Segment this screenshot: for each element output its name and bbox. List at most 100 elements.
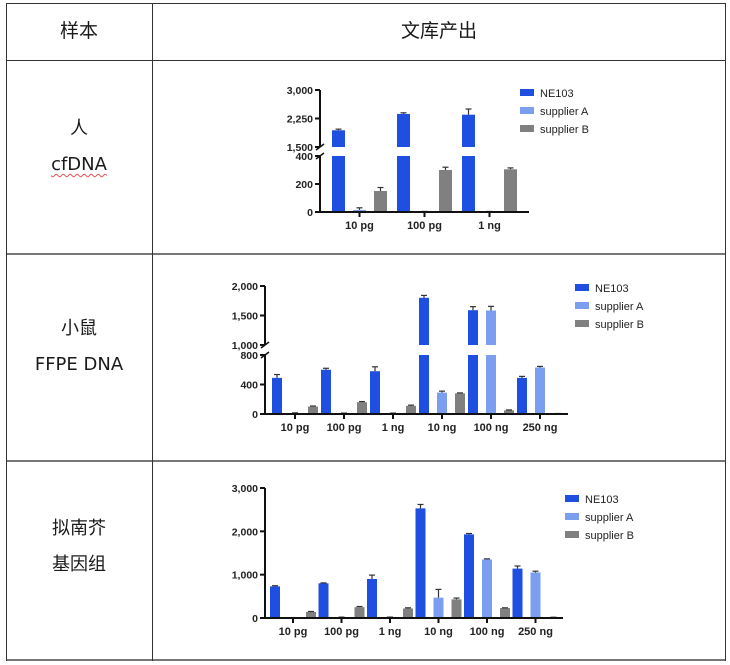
y-tick-label: 2,000 [232, 281, 258, 293]
table-border-left [6, 3, 7, 661]
bar-ne103 [332, 156, 345, 212]
row-label-line2: FFPE DNA [34, 354, 124, 375]
bar-supplier-b [354, 607, 365, 618]
y-tick-label: 0 [307, 207, 313, 219]
table-border-right [725, 3, 726, 661]
y-tick-label: 0 [252, 613, 258, 625]
bar-supplier-a [482, 559, 492, 618]
table-border-top [6, 3, 726, 4]
x-tick-label: 10 pg [281, 422, 310, 434]
bar-supplier-b [504, 410, 514, 414]
legend-swatch-ne103 [575, 284, 589, 291]
legend-swatch-ne103 [520, 89, 534, 96]
x-tick-label: 1 ng [382, 422, 405, 434]
table-divider-column [152, 3, 153, 661]
row-label-arabidopsis: 拟南芥 基因组 [6, 517, 152, 577]
bar-ne103-upper [397, 113, 410, 147]
bar-ne103 [318, 583, 329, 618]
y-tick-label: 3,000 [232, 483, 258, 495]
bar-ne103 [321, 369, 331, 414]
bar-supplier-b [308, 406, 318, 414]
legend-label: supplier B [540, 124, 589, 136]
x-tick-label: 100 pg [324, 626, 359, 638]
legend-swatch-supplier-a [575, 302, 589, 309]
bar-ne103 [419, 355, 429, 414]
y-tick-label: 1,000 [232, 570, 258, 582]
legend-swatch-supplier-b [520, 125, 534, 132]
table-border-bottom [6, 659, 726, 661]
y-tick-label: 0 [252, 409, 258, 421]
legend-label: supplier A [595, 301, 644, 313]
bar-supplier-b [500, 608, 510, 618]
bar-supplier-b [357, 402, 367, 414]
bar-supplier-a [353, 209, 366, 212]
y-tick-label: 400 [295, 151, 313, 163]
bar-supplier-b [504, 169, 517, 212]
x-tick-label: 100 ng [474, 422, 509, 434]
x-tick-label: 10 ng [424, 626, 453, 638]
y-tick-label: 3,000 [287, 85, 313, 97]
row-label-line1: 人 [70, 118, 88, 139]
legend-label: supplier A [540, 106, 589, 118]
table-divider-row2 [6, 460, 726, 462]
x-tick-label: 100 pg [407, 220, 442, 232]
row-label-line2: 基因组 [52, 554, 106, 575]
bar-supplier-a [437, 392, 447, 414]
bar-ne103 [397, 156, 410, 212]
row-label-line2: cfDNA [51, 154, 107, 175]
legend-swatch-supplier-a [520, 107, 534, 114]
legend-swatch-supplier-b [575, 320, 589, 327]
bar-ne103 [272, 377, 282, 414]
legend-swatch-supplier-a [565, 513, 579, 520]
bar-supplier-b [403, 608, 413, 618]
y-tick-label: 1,500 [287, 142, 313, 154]
bar-supplier-b [451, 599, 462, 618]
bar-chart-arabidopsis-genome: 10 pg 100 pg 1 ng 10 ng 100 ng 250 ng 0 1,000 2,… [232, 483, 634, 638]
row-label-line1: 小鼠 [61, 318, 97, 339]
row-label-mouse-ffpe: 小鼠 FFPE DNA [6, 317, 152, 377]
bar-supplier-b [439, 170, 452, 212]
x-tick-label: 1 ng [478, 220, 501, 232]
table-divider-header [6, 60, 726, 61]
row-label-human-cfdna: 人 cfDNA [6, 117, 152, 177]
bar-ne103 [468, 355, 478, 414]
bar-ne103 [512, 568, 523, 618]
legend-label: supplier B [595, 319, 644, 331]
row-label-line1: 拟南芥 [52, 518, 106, 539]
y-tick-label: 1,500 [232, 311, 258, 323]
legend-label: supplier A [585, 512, 634, 524]
bar-supplier-a [530, 572, 541, 618]
y-tick-label: 2,000 [232, 526, 258, 538]
legend-label: NE103 [595, 283, 629, 295]
bar-supplier-a [433, 597, 444, 618]
bar-supplier-a-upper [486, 310, 496, 345]
x-tick-label: 100 pg [327, 422, 362, 434]
bar-supplier-b [455, 393, 465, 414]
x-tick-label: 10 pg [345, 220, 374, 232]
legend-label: supplier B [585, 530, 634, 542]
bar-ne103-upper [462, 114, 475, 147]
bar-supplier-b [374, 191, 387, 212]
bar-ne103-upper [468, 310, 478, 345]
bar-ne103 [370, 371, 380, 414]
bar-supplier-b [406, 405, 416, 414]
bar-supplier-b [306, 611, 316, 618]
x-tick-label: 250 ng [523, 422, 558, 434]
x-tick-label: 100 ng [470, 626, 505, 638]
legend-swatch-ne103 [565, 495, 579, 502]
bar-ne103-upper [419, 297, 429, 345]
y-tick-label: 2,250 [287, 114, 313, 126]
bar-ne103 [462, 156, 475, 212]
y-tick-label: 1,000 [232, 340, 258, 352]
bar-supplier-a [486, 355, 496, 414]
results-table: 样本 文库产出 人 cfDNA 小鼠 FFPE DNA 拟南芥 基因组 [6, 3, 726, 661]
x-tick-label: 250 ng [518, 626, 553, 638]
table-divider-row1 [6, 253, 726, 255]
y-tick-label: 400 [240, 380, 258, 392]
legend-label: NE103 [540, 88, 574, 100]
header-library-output: 文库产出 [400, 20, 477, 42]
bar-supplier-a [535, 367, 545, 414]
x-tick-label: 1 ng [379, 626, 402, 638]
bar-ne103-upper [332, 130, 345, 147]
